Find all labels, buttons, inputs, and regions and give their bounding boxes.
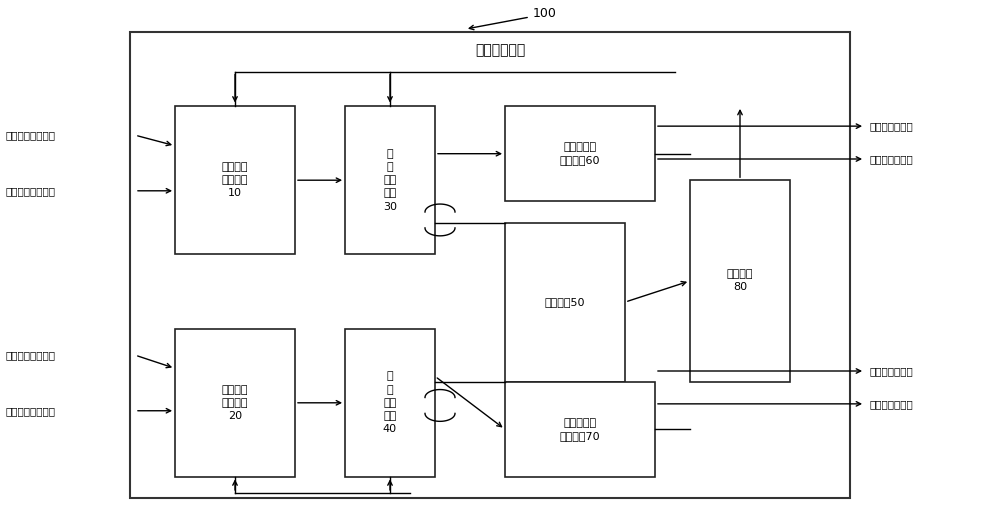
- Text: 第二垂直极化信号: 第二垂直极化信号: [5, 406, 55, 416]
- Text: 第
二
混频
模块
40: 第 二 混频 模块 40: [383, 372, 397, 434]
- FancyBboxPatch shape: [505, 106, 655, 201]
- FancyBboxPatch shape: [345, 329, 435, 477]
- FancyBboxPatch shape: [505, 223, 625, 382]
- Text: 第三中低频信号: 第三中低频信号: [870, 154, 914, 164]
- Text: 第四中低频信号: 第四中低频信号: [870, 399, 914, 409]
- Text: 第一中低频
放大模块60: 第一中低频 放大模块60: [560, 142, 600, 165]
- FancyBboxPatch shape: [175, 106, 295, 254]
- Text: 微波变频电路: 微波变频电路: [475, 43, 525, 57]
- Text: 第二射频
放大模块
20: 第二射频 放大模块 20: [222, 385, 248, 421]
- Text: 切换模块50: 切换模块50: [545, 297, 585, 307]
- FancyBboxPatch shape: [505, 382, 655, 477]
- Text: 第二水平极化信号: 第二水平极化信号: [5, 350, 55, 360]
- Text: 第一射频
放大模块
10: 第一射频 放大模块 10: [222, 162, 248, 198]
- Text: 第一水平极化信号: 第一水平极化信号: [5, 130, 55, 140]
- Text: 100: 100: [533, 7, 557, 20]
- Text: 第一中低频信号: 第一中低频信号: [870, 121, 914, 131]
- FancyBboxPatch shape: [690, 180, 790, 382]
- Text: 第二中低频
放大模块70: 第二中低频 放大模块70: [560, 418, 600, 441]
- FancyBboxPatch shape: [345, 106, 435, 254]
- Text: 供电模块
80: 供电模块 80: [727, 269, 753, 293]
- FancyBboxPatch shape: [175, 329, 295, 477]
- FancyBboxPatch shape: [130, 32, 850, 498]
- Text: 第二中低频信号: 第二中低频信号: [870, 366, 914, 376]
- Text: 第一垂直极化信号: 第一垂直极化信号: [5, 186, 55, 196]
- Text: 第
一
混频
模块
30: 第 一 混频 模块 30: [383, 149, 397, 211]
